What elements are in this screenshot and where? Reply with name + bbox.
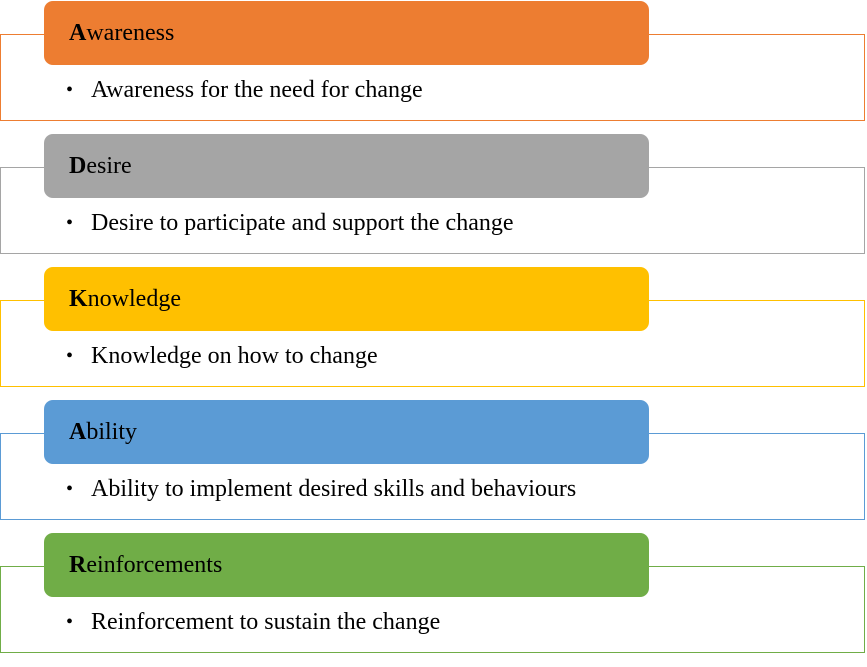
stage-description-ability: • Ability to implement desired skills an… <box>66 476 576 503</box>
bullet-icon: • <box>66 79 74 101</box>
stage-description-desire: • Desire to participate and support the … <box>66 210 514 237</box>
stage-title-rest: wareness <box>86 19 175 46</box>
bullet-icon: • <box>66 611 74 633</box>
bullet-icon: • <box>66 478 74 500</box>
bullet-icon: • <box>66 212 74 234</box>
stage-description-text: Awareness for the need for change <box>91 77 423 103</box>
stage-initial: K <box>69 285 88 312</box>
stage-description-knowledge: • Knowledge on how to change <box>66 343 378 370</box>
stage-title-rest: esire <box>86 152 132 179</box>
stage-initial: A <box>69 418 87 445</box>
stage-initial: R <box>69 551 87 578</box>
bullet-icon: • <box>66 345 74 367</box>
stage-description-text: Reinforcement to sustain the change <box>91 609 441 635</box>
stage-title-rest: einforcements <box>86 551 223 578</box>
stage-description-text: Ability to implement desired skills and … <box>91 476 577 502</box>
stage-description-reinforcements: • Reinforcement to sustain the change <box>66 609 440 636</box>
stage-description-awareness: • Awareness for the need for change <box>66 77 423 104</box>
stage-title-rest: bility <box>86 418 138 445</box>
stage-description-text: Desire to participate and support the ch… <box>91 210 514 236</box>
stage-title-rest: nowledge <box>87 285 181 312</box>
stage-initial: A <box>69 19 87 46</box>
stage-initial: D <box>69 152 87 179</box>
stage-description-text: Knowledge on how to change <box>91 343 378 369</box>
